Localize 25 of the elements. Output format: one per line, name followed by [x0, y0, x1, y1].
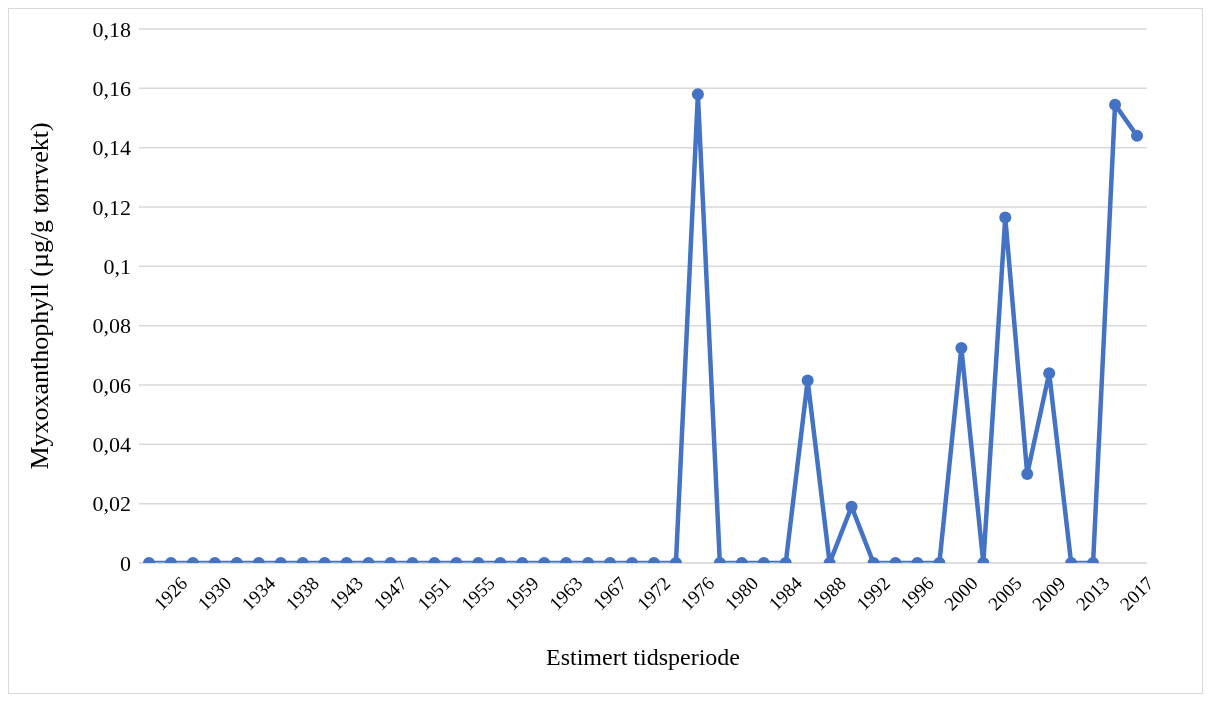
y-tick-label: 0,14: [92, 135, 131, 161]
y-tick-label: 0,12: [92, 194, 131, 220]
x-tick-label: 1972: [632, 572, 675, 615]
y-tick-label: 0,18: [92, 16, 131, 42]
y-tick-label: 0,08: [92, 313, 131, 339]
point: [1109, 98, 1122, 111]
x-tick-label: 1992: [852, 572, 894, 615]
x-tick-label: 1951: [413, 572, 455, 615]
y-axis-title: Myxoxanthophyll (µg/g tørrvekt): [25, 122, 55, 470]
y-tick-label: 0: [120, 550, 131, 576]
x-tick-label: 1980: [720, 572, 763, 615]
y-tick-label: 0,06: [92, 372, 131, 398]
point: [1043, 367, 1056, 380]
y-tick-label: 0,16: [92, 76, 131, 102]
x-tick-label: 1959: [500, 572, 543, 615]
point: [999, 211, 1012, 224]
point: [801, 374, 814, 387]
x-tick-label: 1930: [193, 572, 236, 615]
y-tick-label: 0,1: [103, 254, 131, 280]
y-tick-label: 0,02: [92, 491, 131, 517]
point: [1131, 129, 1143, 142]
point: [955, 341, 968, 354]
x-axis-title: Estimert tidsperiode: [546, 644, 740, 670]
point: [691, 88, 704, 101]
y-tick-label: 0,04: [92, 432, 131, 458]
